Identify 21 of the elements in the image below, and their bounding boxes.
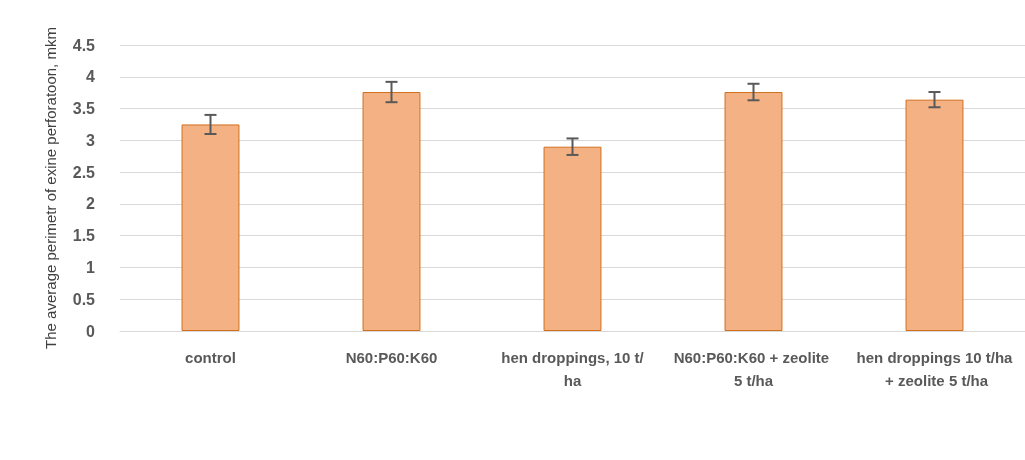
- bar: [543, 146, 602, 331]
- y-tick-label: 3: [86, 131, 96, 149]
- y-tick-label: 4: [86, 68, 96, 86]
- y-tick-label: 2.5: [72, 163, 96, 181]
- x-tick-label: hen droppings 10 t/ha + zeolite 5 t/ha: [856, 349, 1014, 389]
- y-tick-label: 3.5: [72, 100, 96, 118]
- bar: [905, 99, 964, 331]
- y-tick-label: 1.5: [72, 227, 96, 245]
- y-axis-title: The average perimetr of exine perforatoon, mkm: [41, 27, 59, 349]
- bar: [362, 92, 421, 331]
- y-tick-label: 4.5: [72, 36, 96, 54]
- y-tick-label: 1: [86, 258, 96, 276]
- x-tick-label: hen droppings, 10 t/ha: [501, 349, 645, 389]
- y-tick-label: 0: [86, 322, 96, 340]
- y-tick-label: 2: [86, 195, 96, 213]
- x-tick-label: N60:P60:K60 + zeolite 5 t/ha: [673, 349, 834, 389]
- bar: [724, 92, 783, 331]
- bar: [181, 124, 240, 331]
- x-tick-label: N60:P60:K60: [345, 349, 438, 366]
- y-tick-label: 0.5: [72, 290, 96, 308]
- x-tick-label: control: [185, 349, 236, 366]
